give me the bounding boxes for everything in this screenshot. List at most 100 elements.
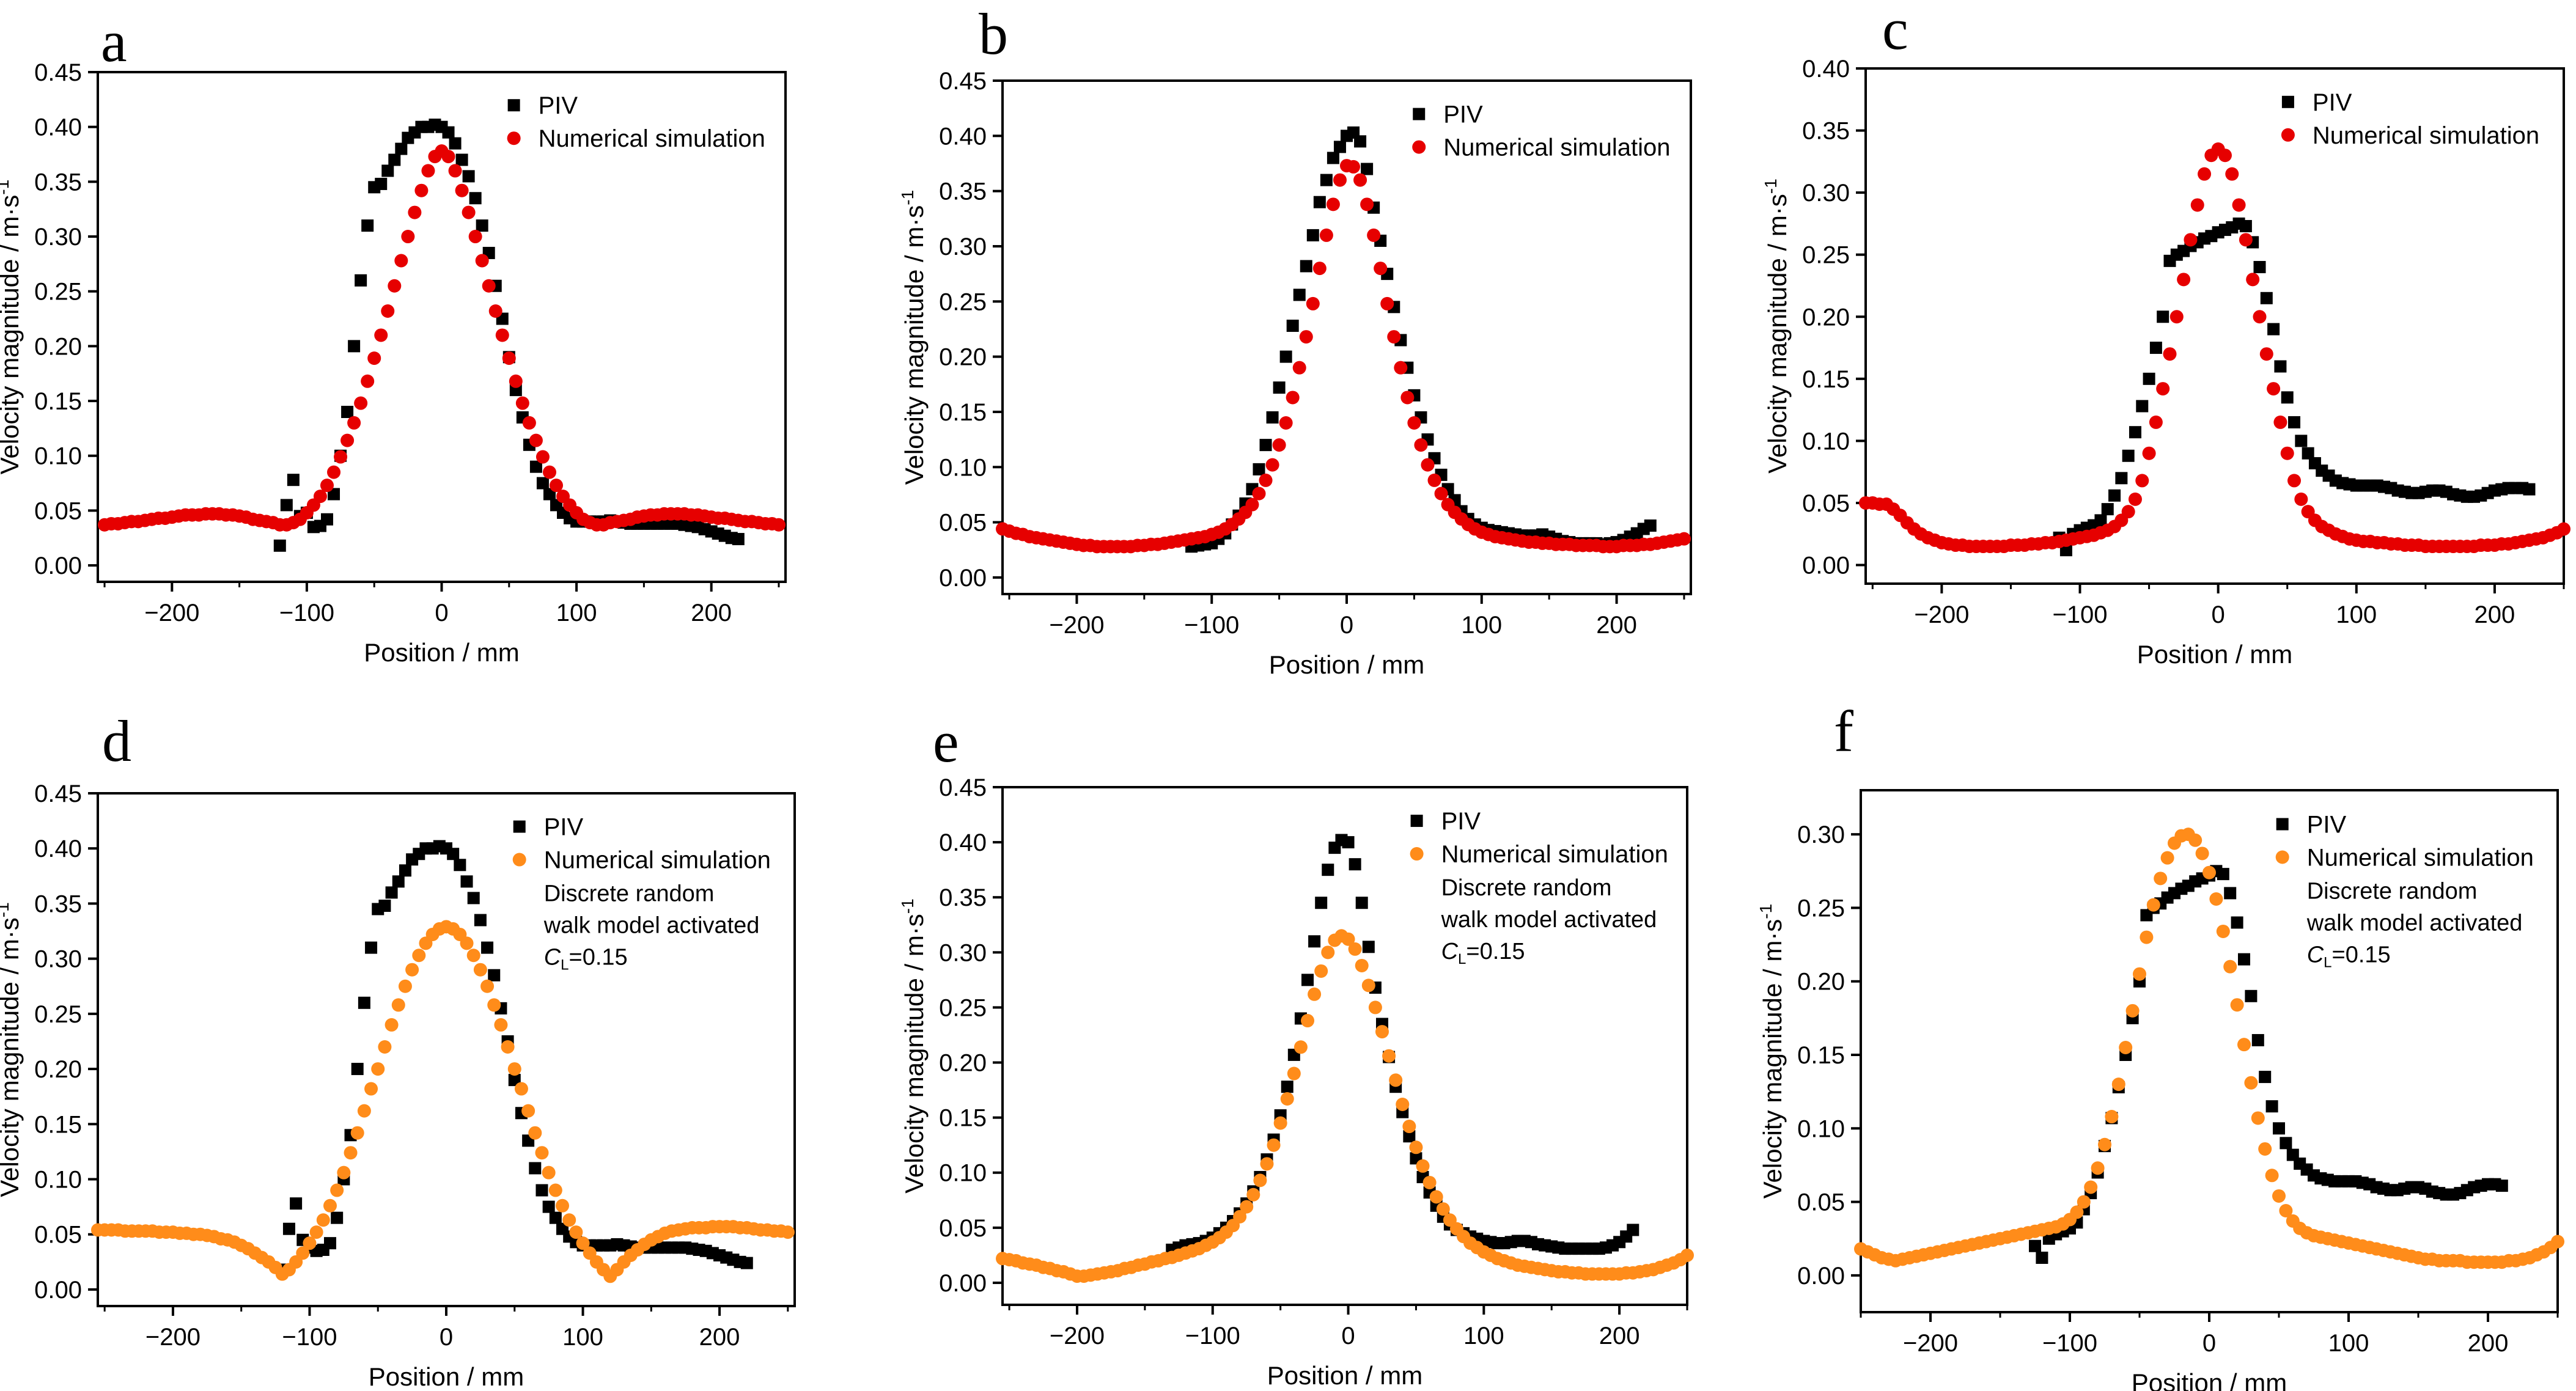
y-tick-label: 0.20: [1797, 969, 1845, 996]
data-point: [2495, 1180, 2508, 1192]
data-point: [542, 1200, 555, 1213]
data-point: [331, 1211, 344, 1224]
data-point: [1367, 228, 1381, 242]
y-tick-label: 0.45: [939, 68, 987, 95]
data-point: [395, 142, 408, 155]
data-point: [2105, 1110, 2119, 1124]
data-point: [367, 351, 381, 365]
data-point: [1286, 391, 1300, 405]
x-tick-label: −100: [2052, 601, 2107, 628]
data-point: [2253, 261, 2266, 274]
data-point: [2274, 360, 2287, 373]
data-point: [1349, 858, 1361, 871]
y-tick-label: 0.20: [34, 1056, 82, 1083]
data-point: [1368, 1000, 1382, 1015]
legend-marker: [2281, 128, 2295, 142]
data-point: [378, 900, 391, 912]
data-point: [2238, 953, 2250, 966]
data-point: [2224, 887, 2237, 900]
data-point: [449, 137, 462, 150]
data-point: [351, 1063, 364, 1076]
data-point: [1240, 1200, 1254, 1214]
data-point: [2551, 1235, 2564, 1249]
y-tick-label: 0.05: [939, 510, 987, 537]
data-point: [2202, 865, 2216, 879]
data-point: [2272, 1189, 2286, 1203]
data-point: [1348, 942, 1362, 956]
data-point: [1400, 391, 1415, 405]
y-tick-label: 0.40: [939, 829, 987, 856]
panel-letter: a: [101, 9, 127, 74]
data-point: [375, 177, 388, 190]
y-axis-title-exponent: -1: [0, 180, 12, 195]
y-tick-label: 0.45: [34, 780, 82, 807]
chart-panel-f: f −200 −100 0 100 200 0.00 0.05 0.10 0.15 0.20 0.25…: [1756, 699, 2564, 1391]
data-point: [2245, 989, 2258, 1002]
y-tick-label: 0.40: [1802, 56, 1850, 83]
data-point: [1281, 1081, 1294, 1093]
data-point: [1380, 296, 1394, 310]
data-point: [1245, 497, 1259, 512]
data-point: [442, 126, 455, 139]
data-point: [361, 219, 374, 232]
data-point: [1680, 1248, 1694, 1262]
data-point: [1260, 1157, 1274, 1171]
series-piv: [273, 119, 745, 552]
data-point: [2239, 233, 2253, 247]
data-point: [1347, 160, 1361, 174]
data-point: [2251, 1111, 2265, 1125]
data-point: [466, 949, 480, 963]
x-axis-title: Position / mm: [369, 1362, 524, 1391]
data-point: [316, 1213, 330, 1227]
legend-label: PIV: [2307, 812, 2347, 839]
data-point: [1306, 296, 1320, 310]
y-tick-label: 0.25: [34, 279, 82, 306]
y-axis-title-exponent: -1: [898, 190, 917, 205]
data-point: [1279, 350, 1292, 363]
data-point: [1273, 1116, 1287, 1130]
data-point: [1301, 974, 1314, 986]
data-point: [2140, 930, 2154, 944]
data-point: [2259, 1071, 2272, 1084]
data-point: [1287, 1066, 1301, 1081]
data-point: [2149, 415, 2163, 429]
data-point: [542, 465, 556, 479]
data-point: [1362, 941, 1375, 953]
y-tick-label: 0.25: [1797, 895, 1845, 922]
x-tick-label: −100: [2042, 1330, 2097, 1357]
data-point: [1341, 932, 1355, 946]
data-point: [474, 914, 487, 927]
x-tick-label: 0: [2212, 601, 2225, 628]
data-point: [562, 1213, 576, 1227]
data-point: [2216, 924, 2230, 938]
data-point: [2280, 1137, 2292, 1150]
data-point: [385, 886, 398, 899]
data-point: [2260, 292, 2273, 304]
y-tick-label: 0.25: [939, 288, 987, 315]
data-point: [2273, 415, 2287, 429]
data-point: [2177, 273, 2191, 287]
panel-letter: c: [1882, 0, 1908, 62]
data-point: [1319, 228, 1333, 242]
data-point: [296, 1246, 310, 1260]
data-point: [321, 513, 333, 526]
y-tick-label: 0.30: [1802, 180, 1850, 207]
data-point: [320, 479, 334, 493]
y-tick-label: 0.35: [1802, 118, 1850, 145]
data-point: [501, 1040, 515, 1054]
data-point: [536, 477, 549, 490]
y-tick-label: 0.30: [34, 224, 82, 251]
y-tick-label: 0.35: [939, 178, 987, 205]
data-point: [1355, 897, 1368, 909]
data-point: [488, 304, 502, 318]
data-point: [337, 1165, 351, 1180]
y-axis-title-main: Velocity magnitude / m·s: [900, 205, 929, 485]
data-point: [468, 230, 482, 244]
data-point: [1300, 260, 1312, 273]
data-point: [522, 416, 536, 430]
x-tick-label: −200: [145, 1324, 201, 1351]
data-point: [507, 1062, 521, 1076]
panel-letter: f: [1834, 699, 1853, 764]
data-point: [1312, 262, 1327, 276]
data-point: [348, 340, 361, 353]
